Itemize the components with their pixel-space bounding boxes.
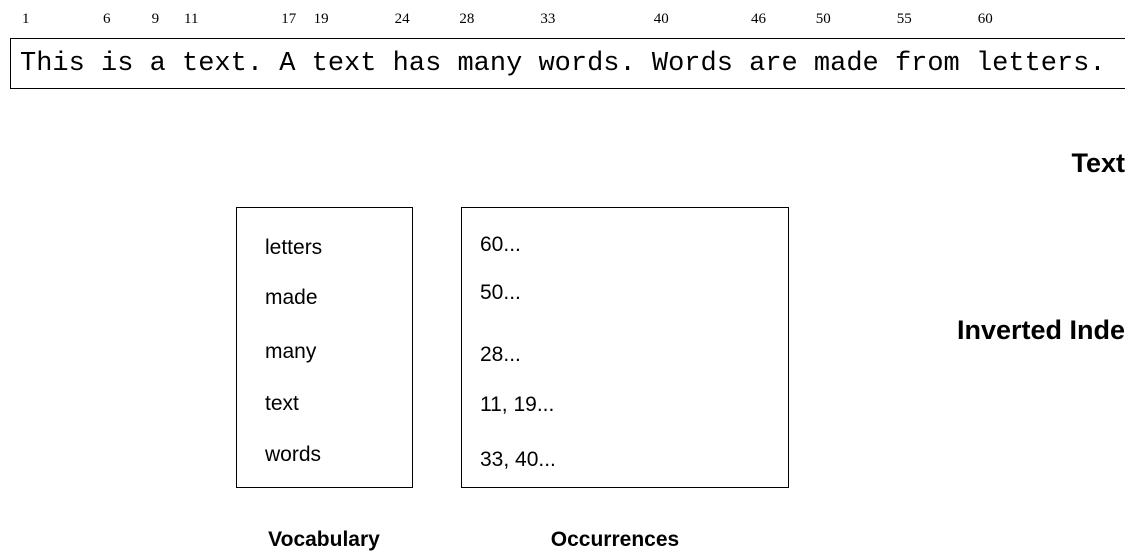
occurrence-list: 33, 40... [480,448,556,471]
vocabulary-word: letters [265,236,323,259]
position-label: 40 [653,11,669,27]
position-label: 46 [751,11,766,27]
source-text: This is a text. A text has many words. W… [20,49,1106,79]
text-box [10,38,1125,89]
vocabulary-word: text [265,392,299,415]
position-label: 9 [151,11,160,27]
text-heading: Text [1071,148,1125,178]
position-label: 28 [459,11,475,27]
position-label: 1 [22,11,30,27]
position-label: 6 [103,11,111,27]
occurrence-list: 60... [480,233,521,256]
occurrence-list: 50... [480,281,521,304]
position-label: 17 [281,11,297,27]
vocabulary-word: words [265,443,322,466]
occurrences-box [461,207,789,488]
position-label: 55 [896,11,912,27]
position-label: 33 [540,11,556,27]
position-label: 24 [394,11,410,27]
vocabulary-word: many [265,340,317,363]
index-heading: Inverted Inde [956,315,1125,345]
vocabulary-caption: Vocabulary [268,528,380,551]
vocabulary-box [236,207,413,488]
occurrence-list: 28... [480,343,521,366]
position-label: 60 [977,11,993,27]
position-label: 11 [184,11,199,27]
vocabulary-word: made [265,286,318,309]
occurrences-caption: Occurrences [550,528,680,551]
occurrence-list: 11, 19... [480,393,555,416]
position-label: 19 [313,11,329,27]
position-label: 50 [815,11,831,27]
